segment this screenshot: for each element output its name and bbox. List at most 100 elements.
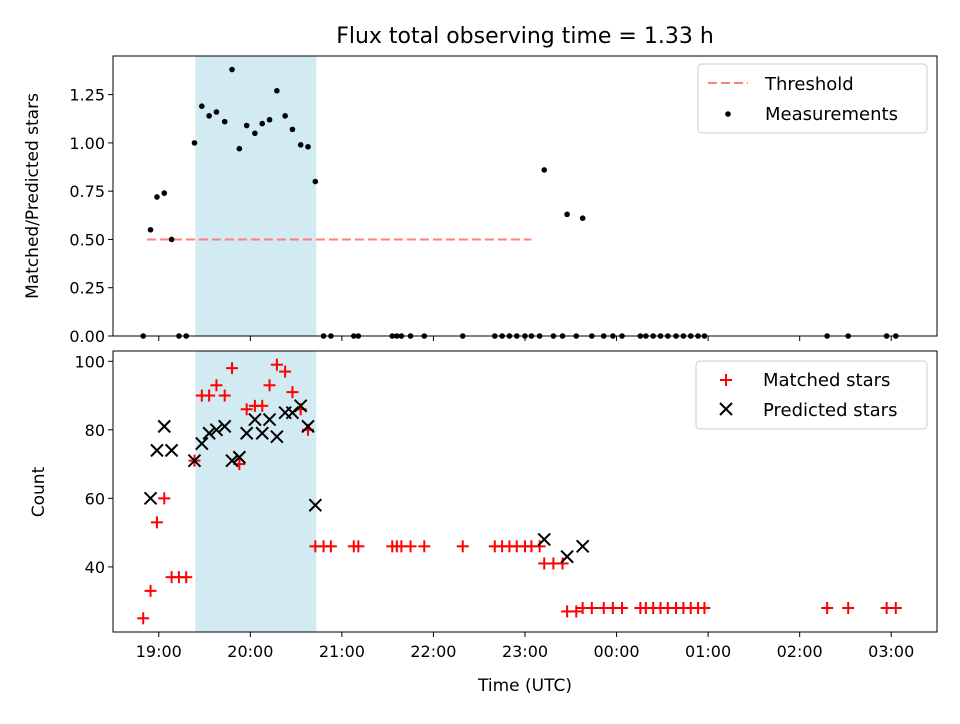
legend-predicted-label: Predicted stars [763, 400, 897, 421]
matched-point [404, 540, 417, 553]
matched-point [180, 571, 193, 584]
legend-predicted-swatch [719, 402, 733, 416]
xtick-label: 22:00 [410, 642, 456, 661]
matched-point [585, 602, 598, 615]
matched-point [203, 389, 216, 402]
measurement-point [154, 194, 160, 200]
measurement-point [221, 118, 228, 125]
measurement-point [236, 145, 243, 152]
matched-point [137, 612, 150, 625]
top-title: Flux total observing time = 1.33 h [336, 24, 714, 49]
top-x-ticks [158, 336, 892, 341]
matched-point [226, 362, 239, 375]
measurement-point [252, 130, 258, 137]
matched-point [821, 602, 834, 615]
matched-point [158, 492, 171, 505]
predicted-point [143, 491, 158, 506]
xtick-label: 23:00 [502, 642, 548, 661]
top-legend: Threshold Measurements [697, 63, 928, 134]
measurement-point [147, 226, 154, 233]
matched-point [616, 602, 629, 615]
matched-point [256, 399, 269, 412]
predicted-point [202, 426, 216, 440]
matched-point [418, 540, 431, 553]
predicted-point [262, 412, 277, 427]
matched-point [698, 602, 711, 615]
measurement-point [259, 120, 266, 127]
matched-point [279, 365, 292, 378]
xtick-label: 20:00 [227, 642, 273, 661]
measurement-point [266, 116, 273, 123]
measurement-point [161, 190, 168, 196]
bottom-legend-box [695, 360, 928, 430]
predicted-point [164, 443, 179, 458]
legend-threshold-label: Threshold [764, 74, 854, 95]
matched-point [210, 379, 223, 392]
measurement-point [282, 113, 288, 119]
predicted-point [225, 453, 239, 468]
matched-point [570, 605, 583, 618]
legend-matched-swatch [720, 374, 732, 386]
xtick-label: 03:00 [868, 642, 914, 661]
top-legend-box [697, 63, 928, 134]
top-shaded-interval [195, 56, 317, 336]
x-axis-label: Time (UTC) [477, 676, 572, 696]
matched-point [263, 379, 276, 392]
measurement-point [206, 113, 212, 119]
predicted-point [248, 412, 262, 427]
predicted-point [217, 419, 232, 434]
measurement-point [564, 211, 570, 218]
matched-point [286, 386, 299, 399]
top-ytick-label: 1.00 [69, 134, 105, 153]
matched-point [889, 602, 902, 615]
predicted-point [560, 549, 574, 564]
top-ytick-label: 1.25 [69, 86, 105, 105]
bottom-x-ticks: 19:00 20:00 21:00 22:00 23:00 00:00 01:00 02:00… [136, 632, 914, 661]
xtick-label: 21:00 [319, 642, 365, 661]
top-y-ticks: 0.00 0.25 0.50 0.75 1.00 1.25 [69, 86, 113, 346]
matched-point [150, 516, 163, 529]
measurement-point [297, 142, 304, 148]
predicted-point [308, 498, 323, 512]
predicted-point [537, 532, 551, 547]
matched-point [456, 540, 469, 553]
matched-point [270, 358, 283, 371]
measurement-point [305, 143, 311, 150]
bottom-y-label: Count [29, 466, 49, 517]
xtick-label: 02:00 [777, 642, 823, 661]
bottom-ytick-label: 80 [85, 421, 105, 440]
legend-measurements-swatch [725, 111, 731, 117]
bottom-shaded-interval [195, 351, 317, 632]
measurement-point [541, 167, 548, 173]
matched-point [556, 557, 569, 570]
measurement-point [243, 122, 250, 129]
measurement-point [199, 103, 205, 110]
predicted-points [143, 399, 590, 564]
top-y-label: Matched/Predicted stars [23, 93, 43, 299]
xtick-label: 01:00 [685, 642, 731, 661]
measurement-point [213, 109, 220, 115]
measurement-points [140, 66, 899, 339]
matched-point [352, 540, 365, 553]
predicted-point [187, 453, 202, 468]
measurement-point [312, 178, 319, 185]
measurement-point [579, 215, 586, 222]
measurement-point [168, 236, 175, 243]
top-ytick-label: 0.50 [69, 230, 105, 249]
bottom-ytick-label: 40 [85, 558, 105, 577]
legend-matched-label: Matched stars [763, 370, 890, 391]
matched-point [842, 602, 855, 615]
predicted-point [270, 429, 284, 444]
matched-point [144, 584, 157, 597]
measurement-point [289, 126, 296, 133]
xtick-label: 19:00 [136, 642, 182, 661]
predicted-point [232, 450, 247, 464]
bottom-ytick-label: 60 [85, 489, 105, 508]
predicted-point [239, 426, 254, 440]
predicted-point [195, 436, 209, 451]
bottom-legend: Matched stars Predicted stars [695, 360, 928, 430]
matched-point [533, 540, 546, 553]
predicted-point [209, 423, 224, 437]
matched-point [324, 540, 337, 553]
